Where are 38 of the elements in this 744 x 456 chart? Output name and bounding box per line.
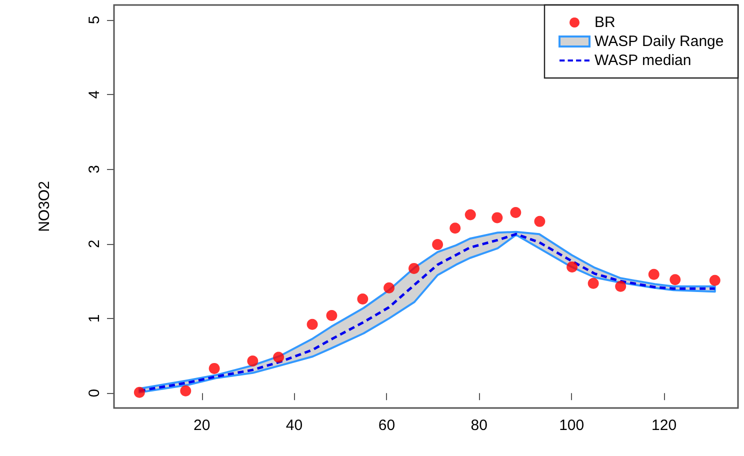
x-tick-label: 60 xyxy=(378,417,396,434)
point xyxy=(450,222,461,234)
x-tick-label: 40 xyxy=(286,417,303,434)
x-tick-label: 80 xyxy=(470,417,488,434)
point xyxy=(615,280,626,292)
point xyxy=(273,352,284,363)
y-tick-label: 2 xyxy=(86,240,103,248)
y-tick-label: 1 xyxy=(86,314,103,323)
point xyxy=(670,274,681,286)
point xyxy=(306,318,318,330)
point xyxy=(566,261,578,272)
y-tick-label: 5 xyxy=(86,16,103,24)
y-tick-label: 0 xyxy=(86,388,103,398)
x-tick-label: 20 xyxy=(193,417,210,434)
y-axis-title: NO3O2 xyxy=(36,181,53,232)
legend-label: BR xyxy=(594,14,616,31)
point xyxy=(384,282,395,294)
point xyxy=(709,274,720,286)
y-tick-label: 3 xyxy=(86,165,103,174)
point xyxy=(510,206,522,218)
legend-label: WASP Daily Range xyxy=(594,33,724,50)
point xyxy=(326,310,338,321)
y-tick-label: 4 xyxy=(86,90,103,99)
point xyxy=(357,294,368,305)
point xyxy=(208,362,220,374)
point xyxy=(588,278,599,289)
point xyxy=(408,262,420,274)
legend-label: WASP median xyxy=(594,52,692,69)
point xyxy=(134,386,145,398)
point xyxy=(464,209,476,220)
point xyxy=(180,385,192,396)
x-tick-label: 120 xyxy=(652,417,677,434)
point xyxy=(492,212,503,224)
point xyxy=(432,239,444,250)
point xyxy=(534,216,546,227)
x-tick-label: 100 xyxy=(559,417,584,434)
point xyxy=(247,355,258,366)
point xyxy=(648,268,660,280)
